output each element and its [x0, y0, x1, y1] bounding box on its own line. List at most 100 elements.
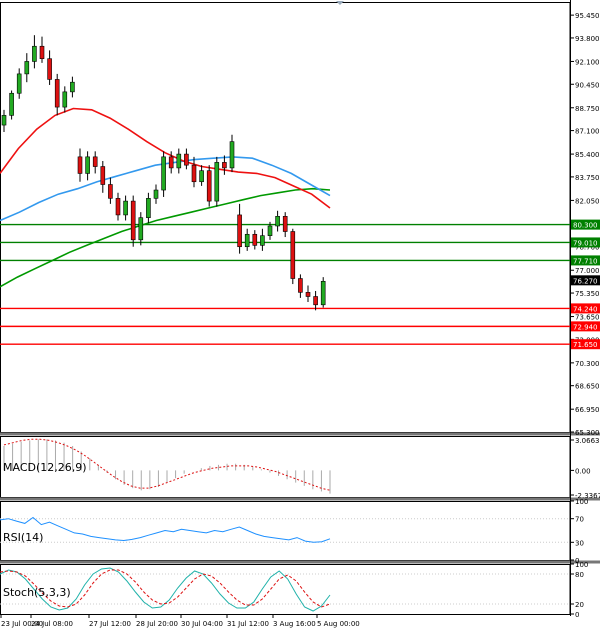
candle-body — [92, 156, 98, 167]
stoch-label: Stoch(5,3,3) — [3, 586, 71, 599]
candle-body — [298, 278, 303, 293]
price-tick-label: 82.050 — [575, 197, 600, 205]
rsi-tick-label: 30 — [575, 539, 584, 547]
period-marker — [336, 1, 344, 5]
candle-body — [313, 296, 318, 306]
ma-red-line — [0, 107, 331, 209]
candle-body — [77, 156, 83, 174]
candle-body — [161, 156, 166, 191]
stoch-tick-label: 0 — [575, 611, 579, 619]
candle-body — [100, 166, 106, 185]
rsi-line — [0, 516, 331, 543]
time-tick-label: 3 Aug 16:00 — [273, 620, 316, 628]
rsi-tick-label: 0 — [575, 557, 579, 565]
candle-body — [320, 280, 326, 306]
level-label: 74.240 — [573, 305, 598, 313]
panel-frame — [0, 501, 571, 561]
time-tick-label: 5 Aug 00:00 — [317, 620, 360, 628]
candle-body — [184, 153, 189, 166]
macd-label: MACD(12,26,9) — [3, 461, 87, 474]
rsi-tick-label: 70 — [575, 516, 584, 524]
level-tag — [571, 255, 600, 266]
price-tick-label: 66.950 — [575, 406, 600, 414]
time-tick-label: 24 Jul 08:00 — [31, 620, 73, 628]
price-tick-label: 85.400 — [575, 151, 600, 159]
level-label: 77.710 — [573, 257, 598, 265]
price-tick-label: 83.750 — [575, 174, 600, 182]
time-tick-label: 30 Jul 04:00 — [181, 620, 223, 628]
macd-tick-label: 0.00 — [575, 467, 591, 475]
candle-body — [32, 45, 37, 62]
time-tick-label: 31 Jul 12:00 — [227, 620, 269, 628]
level-tag — [571, 237, 600, 248]
time-tick-label: 27 Jul 12:00 — [89, 620, 131, 628]
candle-body — [39, 45, 45, 59]
level-label: 71.650 — [573, 341, 598, 349]
macd-panel: 3.0663 0.00 -2.3367 MACD(12,26,9) — [3, 437, 600, 500]
candle-body — [199, 170, 204, 183]
time-tick-label: 23 Jul 00:00 — [1, 620, 43, 628]
stoch-tick-label: 80 — [575, 571, 584, 579]
candle-body — [206, 170, 212, 202]
candle-body — [70, 81, 75, 93]
candle-body — [244, 233, 250, 248]
candle-body — [138, 217, 144, 241]
rsi-panel: 100 70 30 0 RSI(14) — [0, 498, 588, 565]
candle-body — [153, 189, 159, 199]
candle-body — [214, 162, 220, 202]
price-tick-label: 88.750 — [575, 105, 600, 113]
stoch-signal-line — [0, 569, 331, 608]
rsi-tick-label: 100 — [575, 498, 588, 506]
current-price: 76.270 — [571, 275, 600, 286]
candles — [1, 35, 326, 311]
candle-body — [260, 235, 265, 246]
level-tag — [571, 321, 600, 332]
panel-frame — [0, 564, 571, 615]
candle-body — [16, 73, 22, 94]
price-tick-label: 93.800 — [575, 35, 600, 43]
candle-body — [62, 91, 68, 108]
candle-body — [9, 92, 14, 116]
time-tick-label: 28 Jul 20:00 — [136, 620, 178, 628]
price-tick-label: 73.650 — [575, 314, 600, 322]
price-tick-label: 90.450 — [575, 81, 600, 89]
candle-body — [229, 141, 235, 169]
price-tick-label: 77.000 — [575, 267, 600, 275]
price-tick-label: 65.300 — [575, 429, 600, 437]
candle-body — [282, 216, 288, 232]
price-tick-label: 87.100 — [575, 128, 600, 136]
candle-body — [168, 156, 174, 169]
price-tick-label: 78.700 — [575, 244, 600, 252]
price-tick-label: 70.300 — [575, 360, 600, 368]
candle-body — [267, 225, 273, 236]
rsi-label: RSI(14) — [3, 531, 43, 544]
stoch-panel: 100 80 20 0 Stoch(5,3,3) — [0, 561, 588, 619]
candle-body — [85, 156, 90, 174]
current-price-tag — [571, 275, 600, 286]
candle-body — [305, 292, 311, 297]
horizontal-levels: 80.300 79.010 77.710 74.240 72.940 71.650 — [0, 219, 600, 350]
macd-signal-line — [3, 438, 331, 491]
candle-body — [108, 184, 113, 199]
macd-tick-label: 3.0663 — [575, 437, 600, 445]
candle-body — [115, 198, 121, 216]
candle-body — [123, 200, 128, 216]
candle-body — [176, 153, 182, 169]
candle-body — [252, 233, 258, 246]
candle-body — [130, 200, 136, 241]
candle-body — [54, 79, 60, 108]
candle-body — [237, 214, 242, 248]
level-tag — [571, 339, 600, 350]
candle-body — [222, 162, 227, 169]
stoch-tick-label: 100 — [575, 561, 588, 569]
level-tag — [571, 219, 600, 230]
ma-green-line — [0, 187, 331, 288]
level-label: 79.010 — [573, 239, 598, 247]
candle-body — [191, 164, 197, 183]
panel-frames — [0, 0, 600, 616]
candle-body — [290, 231, 296, 279]
candle-body — [275, 216, 280, 227]
price-tick-label: 92.100 — [575, 58, 600, 66]
